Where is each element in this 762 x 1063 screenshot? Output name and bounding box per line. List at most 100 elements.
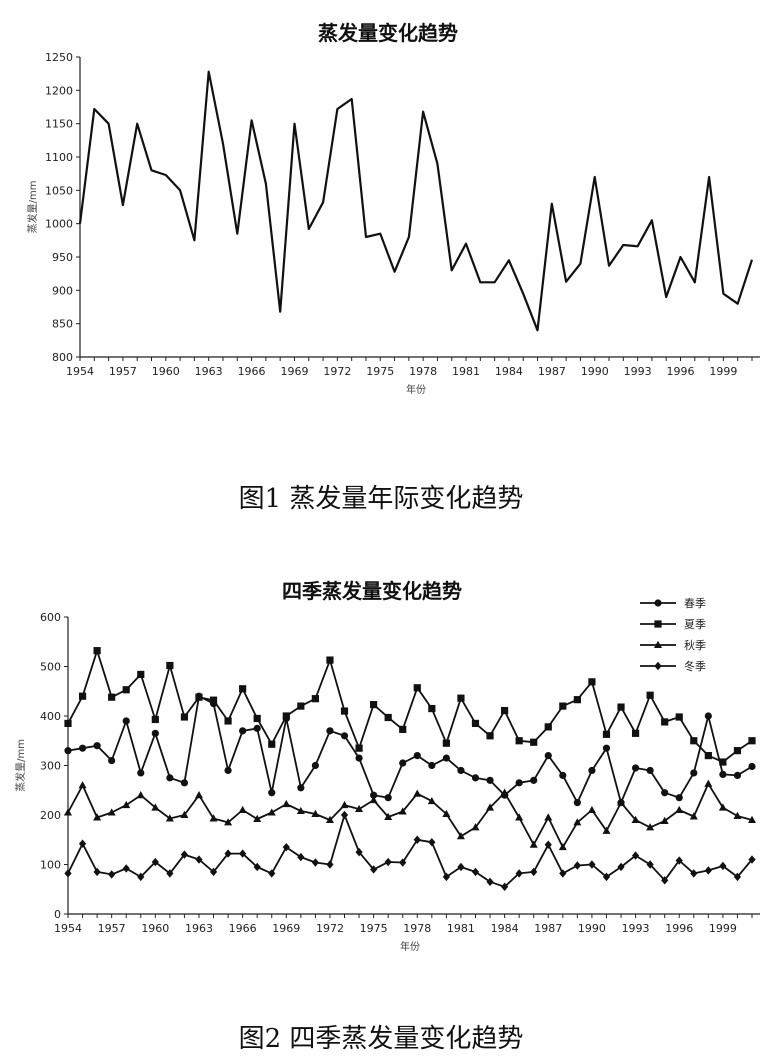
data-point (311, 761, 320, 770)
data-point (646, 823, 655, 831)
data-point (224, 849, 232, 858)
data-point (108, 693, 116, 701)
data-point (428, 838, 436, 847)
data-point (122, 800, 131, 809)
data-point (748, 762, 756, 771)
x-tick-label: 1981 (452, 365, 480, 378)
data-point (748, 815, 756, 823)
data-point (166, 869, 174, 878)
y-tick-label: 300 (40, 760, 61, 773)
data-point (151, 729, 159, 737)
data-point (573, 696, 581, 704)
data-point (122, 717, 130, 725)
data-point (530, 738, 538, 746)
series-line-autumn (67, 782, 753, 849)
legend-label: 冬季 (684, 659, 706, 673)
data-point (631, 729, 640, 737)
data-point (428, 761, 436, 770)
x-tick-label: 1984 (491, 922, 519, 935)
data-point (718, 803, 727, 811)
y-tick-label: 1150 (45, 118, 73, 131)
data-point (78, 692, 87, 700)
x-tick-label: 1957 (109, 365, 137, 378)
data-point (267, 808, 276, 816)
data-point (733, 872, 742, 882)
data-point (209, 867, 218, 877)
data-point (107, 808, 116, 816)
data-point (675, 805, 684, 814)
y-tick-label: 500 (40, 661, 61, 674)
data-point (704, 752, 712, 760)
series-line-winter (67, 814, 753, 888)
data-point (78, 781, 87, 789)
data-point (704, 866, 712, 875)
data-point (268, 740, 276, 748)
y-tick-label: 950 (52, 251, 73, 264)
data-point (733, 771, 742, 780)
data-point (530, 867, 538, 877)
data-point (93, 647, 101, 655)
data-point (602, 872, 611, 882)
data-point (64, 719, 72, 728)
data-point (457, 694, 465, 702)
data-point (224, 717, 232, 725)
data-point (413, 752, 421, 760)
data-point (428, 704, 436, 713)
x-tick-label: 1972 (316, 922, 344, 935)
legend-marker (654, 640, 662, 648)
data-point (733, 811, 742, 819)
data-point (442, 739, 450, 747)
data-point (471, 867, 480, 877)
data-point (733, 747, 742, 755)
data-point (719, 861, 727, 871)
data-point (442, 754, 450, 762)
data-point (209, 696, 218, 704)
data-point (64, 869, 72, 878)
y-tick-label: 200 (40, 809, 61, 822)
data-point (282, 799, 291, 808)
x-tick-label: 1981 (447, 922, 475, 935)
data-point (369, 795, 378, 804)
x-tick-label: 1966 (238, 365, 266, 378)
data-point (442, 809, 451, 818)
data-point (690, 769, 698, 777)
x-tick-label: 1999 (709, 365, 737, 378)
data-point (340, 707, 349, 715)
data-point (326, 727, 334, 735)
data-point (384, 794, 392, 802)
y-axis-label: 蒸发量/mm (26, 181, 39, 234)
data-point (456, 832, 465, 840)
y-tick-label: 850 (52, 318, 73, 331)
data-point (166, 661, 174, 670)
data-point (108, 870, 116, 879)
data-point (544, 813, 553, 821)
data-point (399, 759, 407, 767)
data-point (325, 815, 334, 823)
data-point (355, 754, 363, 762)
data-point (661, 789, 669, 797)
data-point (137, 670, 145, 679)
y-tick-label: 0 (54, 908, 61, 921)
legend-marker (654, 620, 662, 628)
data-point (573, 861, 581, 870)
data-point (370, 865, 378, 874)
x-tick-label: 1957 (98, 922, 126, 935)
x-tick-label: 1963 (195, 365, 223, 378)
data-point (340, 810, 349, 820)
data-point (297, 852, 305, 862)
data-point (399, 725, 407, 733)
legend-label: 春季 (684, 597, 706, 610)
data-point (515, 813, 524, 821)
data-point (602, 744, 611, 752)
data-point (471, 823, 480, 831)
data-point (239, 685, 247, 693)
data-point (588, 678, 596, 686)
x-tick-label: 1993 (622, 922, 650, 935)
x-tick-label: 1987 (538, 365, 566, 378)
data-point (209, 814, 218, 822)
data-point (282, 842, 290, 852)
data-point (224, 766, 232, 775)
data-point (617, 798, 626, 806)
series-line-summer (67, 649, 753, 763)
data-point (238, 805, 247, 814)
